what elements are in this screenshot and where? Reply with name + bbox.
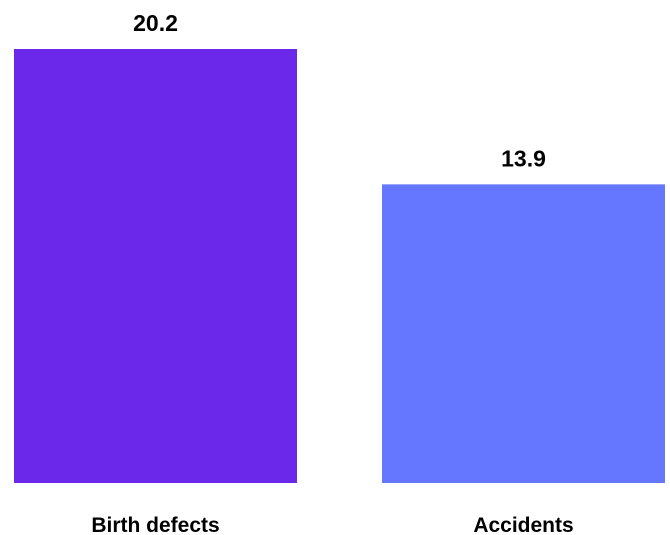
- bar-birth-defects: [14, 49, 297, 483]
- category-label: Accidents: [473, 514, 573, 535]
- category-label: Birth defects: [91, 514, 219, 535]
- plot-area: 20.2 Birth defects 13.9 Accidents: [14, 10, 665, 535]
- value-label: 20.2: [133, 10, 178, 36]
- value-label: 13.9: [501, 145, 546, 171]
- bar-accidents: [382, 184, 665, 483]
